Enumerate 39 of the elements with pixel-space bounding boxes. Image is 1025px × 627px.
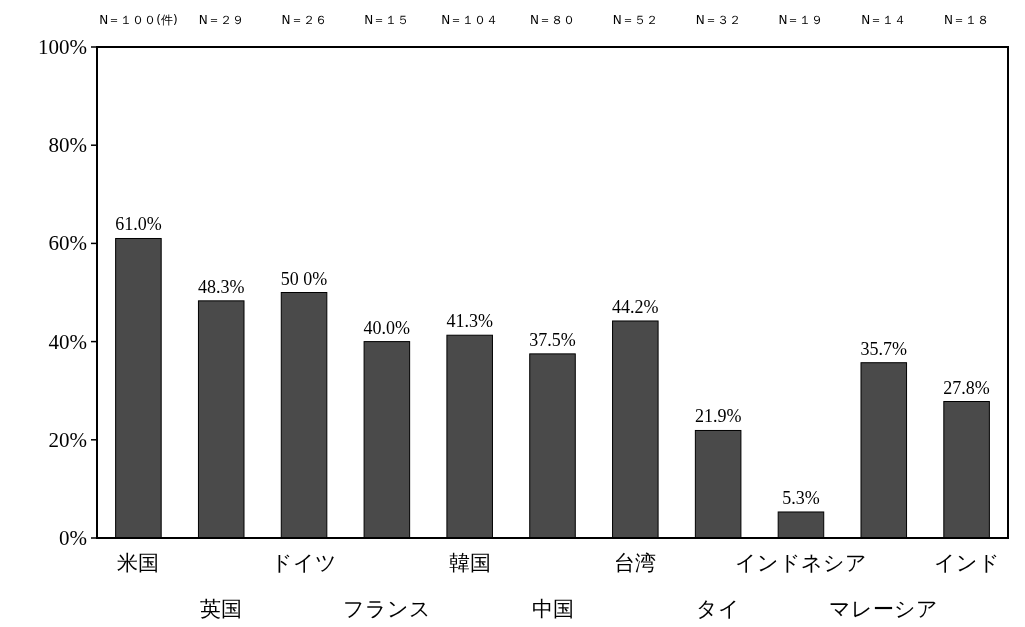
data-label: 37.5%: [529, 329, 576, 350]
x-tick-label: マレーシア: [829, 597, 939, 621]
text: N＝２６: [281, 13, 327, 27]
y-tick-label: 100%: [38, 35, 87, 59]
data-label: 48.3%: [197, 276, 245, 297]
x-tick-label: フランス: [342, 597, 431, 621]
y-tick-label: 40%: [48, 329, 87, 354]
data-label: 41.3%: [446, 311, 493, 332]
data-label: 21.9%: [694, 406, 742, 427]
text: N＝１５: [364, 13, 410, 27]
y-tick-label: 80%: [48, 133, 87, 158]
data-label: 61.0%: [115, 214, 162, 235]
data-label: 27.8%: [943, 377, 990, 398]
x-tick-label: 台湾: [614, 551, 657, 575]
y-tick-label: 0%: [59, 526, 87, 550]
data-label: 44.2%: [612, 296, 659, 317]
text: N＝３２: [695, 13, 741, 27]
y-tick-label: 20%: [48, 427, 87, 452]
text: N＝２９: [198, 13, 244, 27]
text: N＝１８: [944, 13, 990, 27]
data-label: 50 0%: [280, 268, 328, 289]
data-label: 35.7%: [860, 338, 908, 359]
text: N＝１００(件): [99, 13, 178, 27]
x-tick-label: インド: [933, 551, 1000, 575]
text: N＝８０: [530, 13, 575, 27]
text: N＝１９: [778, 13, 824, 27]
x-tick-label: 英国: [200, 597, 243, 621]
text: N＝１４: [861, 13, 907, 27]
x-tick-label: ドイツ: [271, 551, 338, 575]
text: N＝５２: [612, 13, 658, 27]
x-tick-label: 中国: [531, 597, 574, 621]
x-tick-label: 米国: [117, 551, 160, 575]
x-tick-label: インドネシア: [734, 551, 867, 575]
text: N＝１０４: [441, 13, 499, 27]
x-tick-label: 韓国: [448, 551, 491, 575]
data-label: 5.3%: [782, 487, 820, 508]
y-tick-label: 60%: [48, 231, 87, 256]
x-tick-label: タイ: [696, 597, 741, 621]
data-label: 40.0%: [363, 317, 411, 338]
